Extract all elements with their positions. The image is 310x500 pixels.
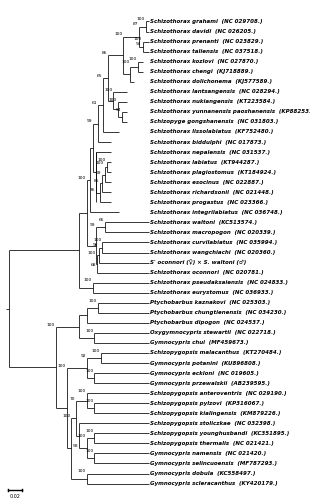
Text: Schizothorax esocinus  (NC 022887.): Schizothorax esocinus (NC 022887.) <box>149 180 263 184</box>
Text: 100: 100 <box>137 18 145 21</box>
Text: Schizopygopsis kialingensis  (KM879226.): Schizopygopsis kialingensis (KM879226.) <box>149 410 280 416</box>
Text: Schizothorax kozlovi  (NC 027870.): Schizothorax kozlovi (NC 027870.) <box>149 59 258 64</box>
Text: 94: 94 <box>135 42 141 46</box>
Text: Schizothorax grahami  (NC 029708.): Schizothorax grahami (NC 029708.) <box>149 19 262 24</box>
Text: 100: 100 <box>86 449 94 453</box>
Text: Schizothorax nukiangensis  (KT223584.): Schizothorax nukiangensis (KT223584.) <box>149 100 275 104</box>
Text: Gymnocypris scleracanthus  (KY420179.): Gymnocypris scleracanthus (KY420179.) <box>149 481 277 486</box>
Text: 100: 100 <box>78 176 86 180</box>
Text: 99: 99 <box>96 170 101 174</box>
Text: 100: 100 <box>134 38 142 42</box>
Text: 100: 100 <box>58 364 66 368</box>
Text: 100: 100 <box>86 369 94 373</box>
Text: 94: 94 <box>116 108 122 112</box>
Text: Schizothorax waltoni  (KC513574.): Schizothorax waltoni (KC513574.) <box>149 220 257 225</box>
Text: Schizothorax dolichonema  (KJ577589.): Schizothorax dolichonema (KJ577589.) <box>149 80 272 84</box>
Text: Schizothorax lantsangensis  (NC 028294.): Schizothorax lantsangensis (NC 028294.) <box>149 90 279 94</box>
Text: 61: 61 <box>92 101 98 105</box>
Text: Schizothorax macropogon  (NC 020339.): Schizothorax macropogon (NC 020339.) <box>149 230 275 235</box>
Text: Ptychobarbus dipogon  (NC 024537.): Ptychobarbus dipogon (NC 024537.) <box>149 320 264 326</box>
Text: 92: 92 <box>80 354 86 358</box>
Text: 100: 100 <box>86 399 94 403</box>
Text: Schizothorax richardsonii  (NC 021448.): Schizothorax richardsonii (NC 021448.) <box>149 190 273 195</box>
Text: 100: 100 <box>86 429 94 433</box>
Text: 68: 68 <box>91 264 96 268</box>
Text: 100: 100 <box>98 158 106 162</box>
Text: 65: 65 <box>97 74 102 78</box>
Text: 100: 100 <box>93 238 101 242</box>
Text: 100: 100 <box>78 470 86 474</box>
Text: Schizothorax biddulphi  (NC 017873.): Schizothorax biddulphi (NC 017873.) <box>149 140 266 144</box>
Text: 58: 58 <box>73 444 78 448</box>
Text: Schizopygopsis younghusbandi  (KC351895.): Schizopygopsis younghusbandi (KC351895.) <box>149 431 289 436</box>
Text: Schizothorax taliensis  (NC 037518.): Schizothorax taliensis (NC 037518.) <box>149 49 262 54</box>
Text: 100: 100 <box>47 322 55 326</box>
Text: Schizothorax yunnanensis paoshanensis  (KP882531.): Schizothorax yunnanensis paoshanensis (K… <box>149 110 310 114</box>
Text: Schizothorax curvilabiatus  (NC 035994.): Schizothorax curvilabiatus (NC 035994.) <box>149 240 277 245</box>
Text: Schizothorax lissolabiatus  (KF752480.): Schizothorax lissolabiatus (KF752480.) <box>149 130 273 134</box>
Text: Gymnocypris chui  (MF459673.): Gymnocypris chui (MF459673.) <box>149 340 248 345</box>
Text: Oxygymnocypris stewartii  (NC 022718.): Oxygymnocypris stewartii (NC 022718.) <box>149 330 275 336</box>
Text: 100: 100 <box>95 160 104 164</box>
Text: 100: 100 <box>129 58 137 62</box>
Text: Schizothorax eurystomus  (NC 036933.): Schizothorax eurystomus (NC 036933.) <box>149 290 273 295</box>
Text: 70: 70 <box>69 396 75 400</box>
Text: Gymnocypris eckloni  (NC 019605.): Gymnocypris eckloni (NC 019605.) <box>149 370 258 376</box>
Text: Schizothorax pseudaksaiensis  (NC 024833.): Schizothorax pseudaksaiensis (NC 024833.… <box>149 280 287 285</box>
Text: 100: 100 <box>88 251 96 255</box>
Text: Gymnocypris potanini  (KU896808.): Gymnocypris potanini (KU896808.) <box>149 360 260 366</box>
Text: 87: 87 <box>132 22 138 26</box>
Text: 100: 100 <box>104 88 112 92</box>
Text: Schizothorax integrilabiatus  (NC 036748.): Schizothorax integrilabiatus (NC 036748.… <box>149 210 282 215</box>
Text: 100: 100 <box>121 60 129 64</box>
Text: 85: 85 <box>94 180 99 184</box>
Text: 100: 100 <box>84 278 92 282</box>
Text: 76: 76 <box>90 188 95 192</box>
Text: Ptychobarbus kaznakovi  (NC 025303.): Ptychobarbus kaznakovi (NC 025303.) <box>149 300 270 305</box>
Text: Gymnocypris dobula  (KC558497.): Gymnocypris dobula (KC558497.) <box>149 471 255 476</box>
Text: Gymnocypris namensis  (NC 021420.): Gymnocypris namensis (NC 021420.) <box>149 451 266 456</box>
Text: Schizothorax chengi  (KJ718889.): Schizothorax chengi (KJ718889.) <box>149 69 253 74</box>
Text: 100: 100 <box>109 98 117 102</box>
Text: Schizopygopsis anteroventris  (NC 029190.): Schizopygopsis anteroventris (NC 029190.… <box>149 390 286 396</box>
Text: Schizopygopsis pylzovi  (KP316067.): Schizopygopsis pylzovi (KP316067.) <box>149 400 264 406</box>
Text: 99: 99 <box>90 223 95 227</box>
Text: 98: 98 <box>93 244 98 248</box>
Text: 100: 100 <box>62 414 70 418</box>
Text: S' oconnori (♀) × S. waltoni (♂): S' oconnori (♀) × S. waltoni (♂) <box>149 260 250 266</box>
Text: 99: 99 <box>86 120 92 124</box>
Text: 100: 100 <box>78 389 86 393</box>
Text: 0.02: 0.02 <box>10 494 20 498</box>
Text: Ptychobarbus chungtienensis  (NC 034230.): Ptychobarbus chungtienensis (NC 034230.) <box>149 310 286 316</box>
Text: Schizothorax progastus  (NC 023366.): Schizothorax progastus (NC 023366.) <box>149 200 268 205</box>
Text: Schizopygopsis thermalis  (NC 021421.): Schizopygopsis thermalis (NC 021421.) <box>149 441 273 446</box>
Text: 66: 66 <box>99 218 104 222</box>
Text: Schizothorax wangchiachi  (NC 020360.): Schizothorax wangchiachi (NC 020360.) <box>149 250 275 255</box>
Text: 100: 100 <box>78 434 86 438</box>
Text: Schizothorax davidi  (NC 026205.): Schizothorax davidi (NC 026205.) <box>149 29 255 34</box>
Text: 100: 100 <box>89 298 97 302</box>
Text: Schizothorax prenanti  (NC 023829.): Schizothorax prenanti (NC 023829.) <box>149 39 263 44</box>
Text: Gymnocypris przewalskii  (AB239595.): Gymnocypris przewalskii (AB239595.) <box>149 380 269 386</box>
Text: Schizothorax labiatus  (KT944287.): Schizothorax labiatus (KT944287.) <box>149 160 259 164</box>
Text: 86: 86 <box>101 52 107 56</box>
Text: 100: 100 <box>114 32 122 36</box>
Text: 100: 100 <box>86 328 94 332</box>
Text: Gymnocypris selincuoensis  (MF787293.): Gymnocypris selincuoensis (MF787293.) <box>149 461 277 466</box>
Text: 100: 100 <box>92 349 100 353</box>
Text: Schizopygopsis malacanthus  (KT270484.): Schizopygopsis malacanthus (KT270484.) <box>149 350 281 356</box>
Text: Schizopyge gongshanensis  (NC 031803.): Schizopyge gongshanensis (NC 031803.) <box>149 120 278 124</box>
Text: Schizothorax plagiostomus  (KT184924.): Schizothorax plagiostomus (KT184924.) <box>149 170 276 174</box>
Text: Schizothorax oconnori  (NC 020781.): Schizothorax oconnori (NC 020781.) <box>149 270 263 275</box>
Text: Schizothorax nepalensis  (NC 031537.): Schizothorax nepalensis (NC 031537.) <box>149 150 269 154</box>
Text: Schizopygopsis stoliczkae  (NC 032398.): Schizopygopsis stoliczkae (NC 032398.) <box>149 421 275 426</box>
